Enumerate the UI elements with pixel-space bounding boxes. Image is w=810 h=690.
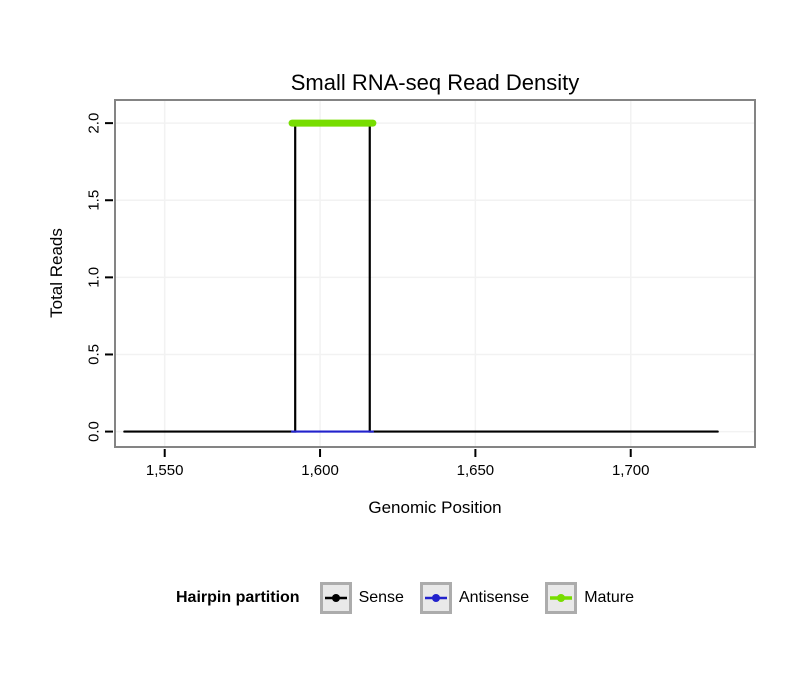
panel-border [114, 99, 756, 448]
y-tick-label: 0.5 [86, 344, 103, 365]
x-tick-label: 1,700 [612, 462, 650, 479]
legend: Hairpin partition Sense Antisense Mature [0, 578, 810, 618]
x-tick-label: 1,600 [301, 462, 339, 479]
antisense-line-dot-icon [424, 594, 447, 602]
mature-line-dot-icon [550, 594, 573, 602]
legend-label-mature: Mature [584, 589, 634, 606]
y-tick-label: 1.0 [86, 267, 103, 288]
y-axis-title: Total Reads [47, 228, 66, 318]
sense-line-dot-icon [324, 594, 347, 602]
legend-key-mature-icon [545, 582, 578, 614]
y-tick-label: 2.0 [86, 113, 103, 134]
x-tick-label: 1,550 [146, 462, 184, 479]
y-tick-label: 1.5 [86, 190, 103, 211]
panel-background [115, 100, 755, 447]
legend-item-mature: Mature [545, 582, 634, 614]
legend-title: Hairpin partition [176, 589, 300, 606]
plot-area: 1,550 1,600 1,650 1,700 0.0 0.5 1.0 1.5 2.0 [86, 99, 756, 479]
legend-label-sense: Sense [358, 589, 404, 606]
legend-item-sense: Sense [319, 582, 404, 614]
legend-item-antisense: Antisense [419, 582, 530, 614]
legend-key-sense-icon [319, 582, 352, 614]
y-tick-label: 0.0 [86, 421, 103, 442]
chart-title: Small RNA-seq Read Density [290, 70, 580, 95]
x-axis-title: Genomic Position [368, 498, 502, 517]
x-tick-label: 1,650 [457, 462, 495, 479]
legend-label-antisense: Antisense [458, 589, 530, 606]
legend-key-antisense-icon [419, 582, 452, 614]
